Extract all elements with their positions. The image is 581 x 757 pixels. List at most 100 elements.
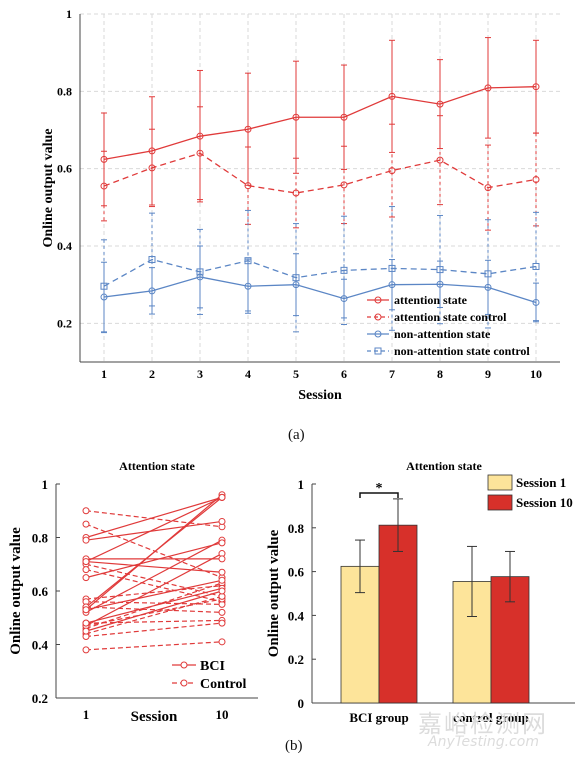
data-point [436,266,444,274]
data-point [218,555,226,563]
control-line [85,569,223,603]
y-tick-label: 0.4 [32,638,49,653]
data-point [100,182,108,190]
data-point [436,280,444,288]
data-point [148,256,156,264]
significance-label: * [376,481,383,496]
data-point [82,627,90,635]
data-point [244,125,252,133]
x-tick-label: 10 [530,367,542,381]
x-tick-label: 3 [197,367,203,381]
data-point [388,92,396,100]
y-axis-label: Online output value [41,128,56,247]
y-tick-label: 0.2 [32,691,48,706]
y-tick-label: 1 [66,7,72,21]
caption-b: (b) [285,738,303,754]
series-line [103,276,537,304]
data-point [82,520,90,528]
bci-line [85,587,223,624]
legend-marker [374,296,382,304]
y-tick-label: 0.6 [57,162,72,176]
bci-line [85,542,223,579]
data-point [218,568,226,576]
legend-marker [180,661,188,669]
y-tick-label: 0.2 [288,652,304,667]
data-point [82,558,90,566]
data-point [218,576,226,584]
bci-line [85,496,223,539]
x-tick-label: 6 [341,367,347,381]
legend-label: Session 1 [516,475,566,490]
bci-line [85,560,223,573]
data-point [196,268,204,276]
data-point [292,281,300,289]
legend-marker [374,330,382,338]
data-point [484,184,492,192]
x-tick-label: 4 [245,367,251,381]
legend-swatch [487,474,513,491]
caption-a: (a) [288,427,305,443]
legend-marker [180,679,188,687]
data-point [340,266,348,274]
x-tick-label: 1 [101,367,107,381]
y-axis-label: Online output value [266,529,282,657]
data-point [292,189,300,197]
data-point [218,608,226,616]
bci-line [85,496,223,608]
control-line [85,585,223,600]
data-point [532,298,540,306]
data-point [532,83,540,91]
data-point [196,149,204,157]
bci-line [85,590,223,632]
data-point [82,507,90,515]
y-tick-label: 0.4 [288,608,305,623]
data-point [82,646,90,654]
control-line [85,622,223,638]
data-point [340,181,348,189]
chart-title: Attention state [406,459,482,473]
x-tick-label: 1 [83,707,90,722]
data-point [244,257,252,265]
data-point [82,606,90,614]
legend-swatch [487,494,513,511]
x-tick-label: 5 [293,367,299,381]
legend-label: non-attention state [394,327,491,341]
data-point [484,270,492,278]
y-tick-label: 0.8 [32,531,49,546]
y-tick-label: 0.6 [288,565,305,580]
significance-bracket [359,492,399,498]
bci-line [85,553,223,627]
x-tick-label: 8 [437,367,443,381]
data-point [218,619,226,627]
bci-line [85,579,223,611]
x-tick-label: 2 [149,367,155,381]
data-point [82,566,90,574]
series-line [103,86,537,161]
series-line [103,258,537,287]
x-axis-label: Session [298,388,342,403]
y-tick-label: 1 [42,477,49,492]
x-tick-label: BCI group [349,710,408,725]
control-line [85,641,223,651]
watermark-en: AnyTesting.com [428,734,539,750]
data-point [218,493,226,501]
data-point [388,264,396,272]
x-axis-label: Session [131,709,178,725]
data-point [340,113,348,121]
data-point [82,574,90,582]
y-tick-label: 0 [298,696,305,711]
control-line [85,598,223,627]
data-point [388,281,396,289]
data-point [100,155,108,163]
legend-label: Session 10 [516,495,573,510]
y-tick-label: 0.2 [57,316,72,330]
control-line [85,523,223,579]
legend-label: Control [200,677,247,692]
legend-label: non-attention state control [394,344,530,358]
data-point [82,536,90,544]
data-point [484,84,492,92]
data-point [436,100,444,108]
